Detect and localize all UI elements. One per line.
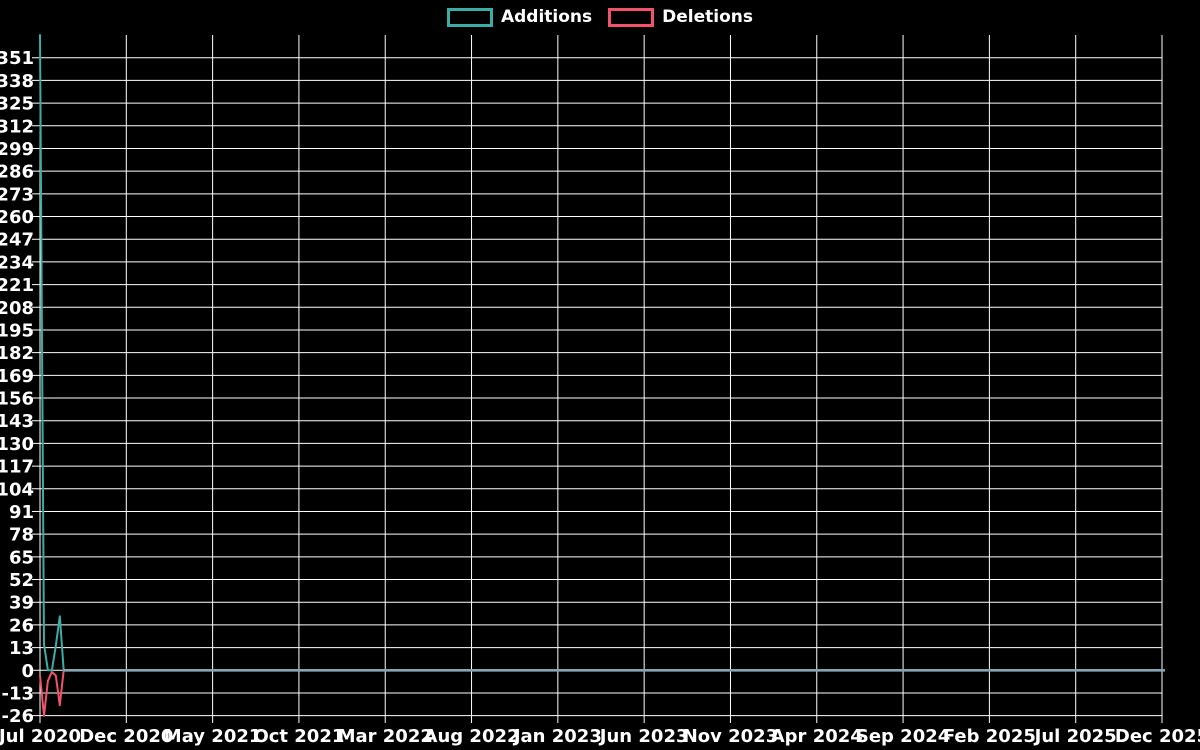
legend-item-additions[interactable]: Additions — [446, 7, 593, 27]
y-tick-label: 130 — [0, 434, 34, 455]
x-tick-label: Oct 2021 — [253, 726, 344, 747]
y-tick-label: 156 — [0, 389, 34, 410]
x-tick-label: Dec 2020 — [79, 726, 173, 747]
x-tick-label: Apr 2024 — [771, 726, 863, 747]
x-tick-label: Jul 2020 — [0, 726, 81, 747]
x-tick-label: Aug 2022 — [424, 726, 520, 747]
y-tick-label: 13 — [9, 638, 34, 659]
legend-item-deletions[interactable]: Deletions — [608, 8, 753, 27]
y-tick-label: 247 — [0, 230, 34, 251]
y-tick-label: 221 — [0, 275, 34, 296]
y-tick-label: 208 — [0, 298, 34, 319]
x-tick-label: May 2021 — [164, 726, 262, 747]
y-tick-label: 260 — [0, 207, 34, 228]
y-tick-label: 65 — [9, 547, 34, 568]
y-tick-label: 39 — [9, 593, 34, 614]
y-tick-label: 286 — [0, 162, 34, 183]
x-tick-label: Dec 2025 — [1115, 726, 1200, 747]
x-tick-label: Nov 2023 — [683, 726, 779, 747]
chart-legend: Additions Deletions — [0, 8, 1200, 27]
deletions-swatch-icon — [608, 8, 655, 27]
y-tick-label: 143 — [0, 411, 34, 432]
y-tick-label: 299 — [0, 139, 34, 160]
y-tick-label: 169 — [0, 366, 34, 387]
x-tick-label: Feb 2025 — [943, 726, 1036, 747]
y-tick-label: 312 — [0, 116, 34, 137]
legend-label-deletions: Deletions — [662, 7, 754, 27]
y-tick-label: 351 — [0, 48, 34, 69]
legend-label-additions: Additions — [500, 7, 593, 27]
y-tick-label: 117 — [0, 457, 34, 478]
y-tick-label: -13 — [1, 683, 34, 704]
y-tick-label: 325 — [0, 94, 34, 115]
y-tick-label: 195 — [0, 320, 34, 341]
y-tick-label: 273 — [0, 184, 34, 205]
y-tick-label: -26 — [1, 706, 34, 727]
y-tick-label: 26 — [9, 615, 34, 636]
y-tick-label: 78 — [9, 525, 34, 546]
x-tick-label: Sep 2024 — [856, 726, 950, 747]
y-tick-label: 338 — [0, 71, 34, 92]
x-tick-label: Jan 2023 — [512, 726, 602, 747]
series-line-deletions — [39, 669, 1163, 717]
x-tick-label: Jun 2023 — [598, 726, 689, 747]
y-tick-label: 104 — [0, 479, 34, 500]
y-tick-label: 234 — [0, 252, 34, 273]
additions-swatch-icon — [446, 8, 493, 27]
y-tick-label: 91 — [9, 502, 34, 523]
y-tick-label: 0 — [21, 661, 34, 682]
x-tick-label: Jul 2025 — [1033, 726, 1117, 747]
series-line-additions — [39, 34, 1163, 672]
y-tick-label: 182 — [0, 343, 34, 364]
y-tick-label: 52 — [9, 570, 34, 591]
x-tick-label: Mar 2022 — [338, 726, 433, 747]
